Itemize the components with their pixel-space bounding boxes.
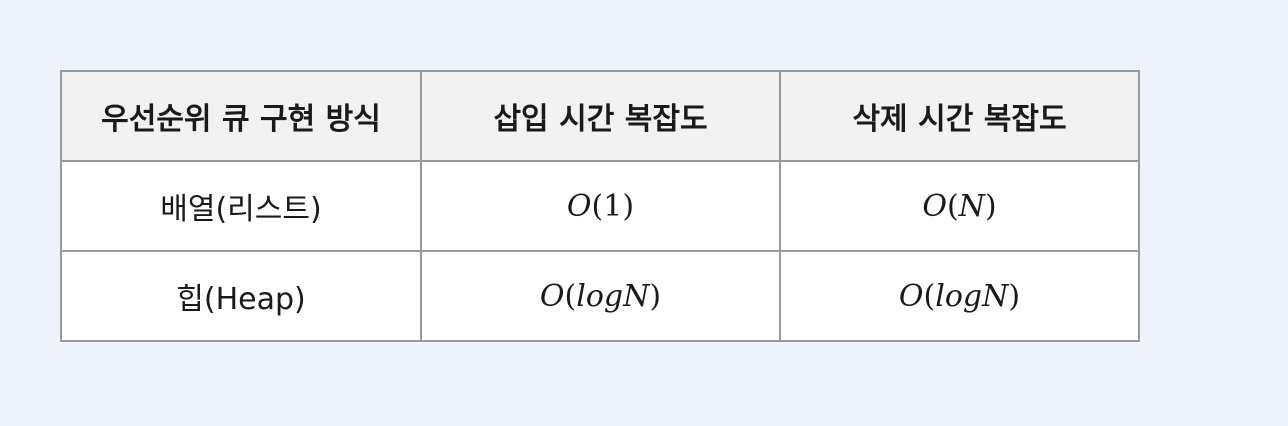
big-o-expression: O(N) xyxy=(922,189,996,224)
open-paren: ( xyxy=(946,188,959,224)
row-insert-array: O(1) xyxy=(420,160,781,252)
open-paren: ( xyxy=(923,278,936,314)
priority-queue-complexity-table: 우선순위 큐 구현 방식 삽입 시간 복잡도 삭제 시간 복잡도 배열(리스트)… xyxy=(60,70,1140,342)
close-paren: ) xyxy=(622,188,635,224)
big-o-expression: O(logN) xyxy=(540,279,661,314)
table-header: 우선순위 큐 구현 방식 삽입 시간 복잡도 삭제 시간 복잡도 xyxy=(60,70,1140,162)
big-o-argument: N xyxy=(958,188,985,224)
big-o-symbol: O xyxy=(566,188,592,224)
big-o-symbol: O xyxy=(898,278,924,314)
row-method-heap: 힙(Heap) xyxy=(60,250,422,342)
big-o-expression: O(logN) xyxy=(899,279,1020,314)
row-insert-heap: O(logN) xyxy=(420,250,781,342)
big-o-argument: logN xyxy=(576,278,650,314)
header-insert-complexity: 삽입 시간 복잡도 xyxy=(420,70,781,162)
big-o-argument: logN xyxy=(935,278,1009,314)
open-paren: ( xyxy=(564,278,577,314)
close-paren: ) xyxy=(1008,278,1021,314)
big-o-symbol: O xyxy=(539,278,565,314)
header-row: 우선순위 큐 구현 방식 삽입 시간 복잡도 삭제 시간 복잡도 xyxy=(60,70,1140,162)
big-o-expression: O(1) xyxy=(567,189,634,224)
big-o-argument: 1 xyxy=(603,188,623,224)
table-row: 힙(Heap) O(logN) O(logN) xyxy=(60,250,1140,342)
header-implementation-method: 우선순위 큐 구현 방식 xyxy=(60,70,422,162)
table-body: 배열(리스트) O(1) O(N) 힙(Heap) O(logN) O(logN… xyxy=(60,160,1140,342)
header-delete-complexity: 삭제 시간 복잡도 xyxy=(779,70,1140,162)
row-delete-array: O(N) xyxy=(779,160,1140,252)
close-paren: ) xyxy=(984,188,997,224)
row-delete-heap: O(logN) xyxy=(779,250,1140,342)
close-paren: ) xyxy=(649,278,662,314)
open-paren: ( xyxy=(591,188,604,224)
row-method-array: 배열(리스트) xyxy=(60,160,422,252)
table-row: 배열(리스트) O(1) O(N) xyxy=(60,160,1140,252)
big-o-symbol: O xyxy=(922,188,947,224)
